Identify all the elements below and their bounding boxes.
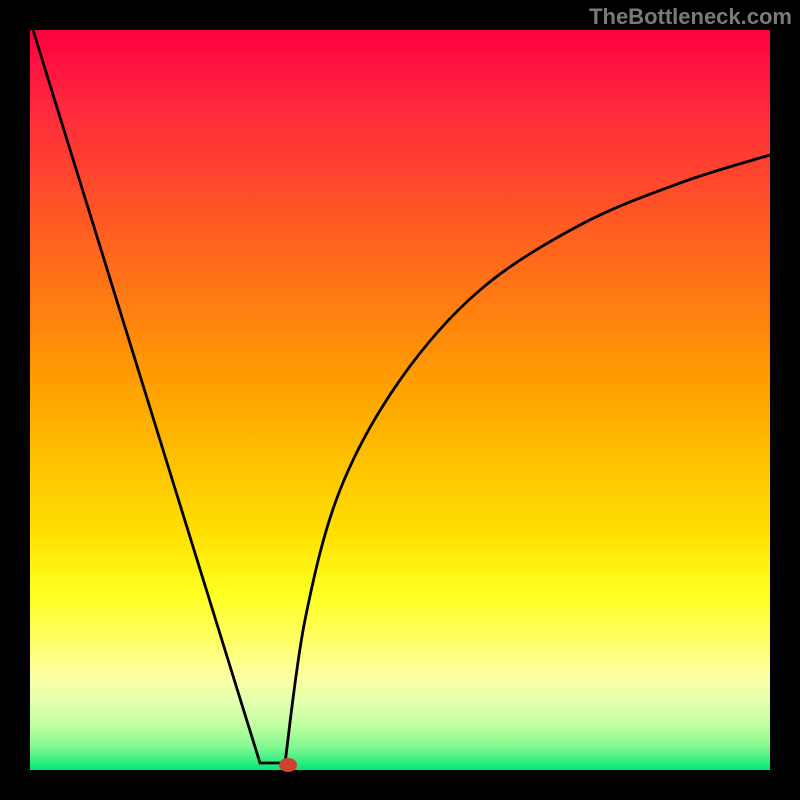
curve-path xyxy=(33,30,777,763)
bottleneck-curve xyxy=(0,0,800,800)
watermark-text: TheBottleneck.com xyxy=(589,4,792,30)
minimum-marker xyxy=(279,758,297,772)
